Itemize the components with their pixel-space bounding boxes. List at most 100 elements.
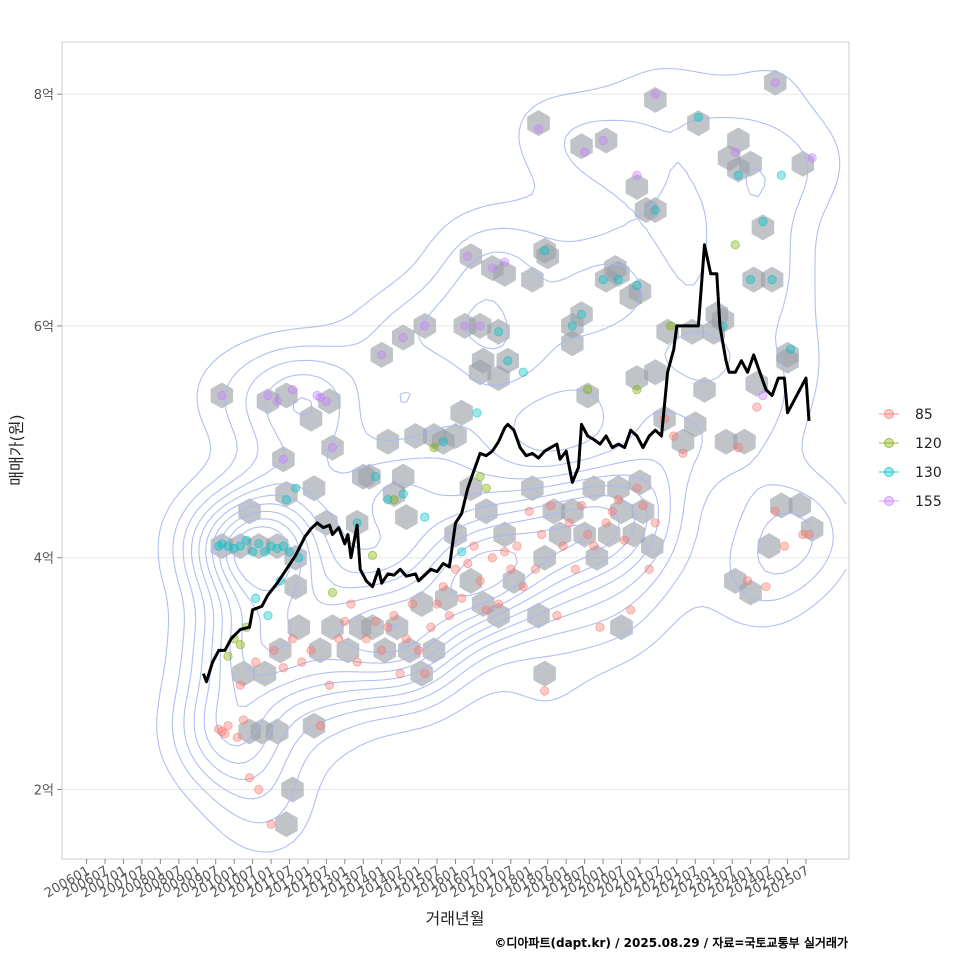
scatter-point-155 xyxy=(632,170,642,180)
scatter-point-85 xyxy=(407,599,418,609)
scatter-point-130 xyxy=(518,367,528,377)
scatter-point-130 xyxy=(733,170,743,180)
legend-key-point xyxy=(884,438,894,448)
scatter-point-85 xyxy=(324,680,335,690)
scatter-point-85 xyxy=(632,483,642,493)
scatter-point-85 xyxy=(613,495,624,505)
scatter-point-85 xyxy=(346,599,356,609)
scatter-point-85 xyxy=(752,402,762,412)
scatter-point-85 xyxy=(779,541,790,551)
scatter-point-130 xyxy=(291,483,301,493)
scatter-point-120 xyxy=(730,240,740,250)
density-contour xyxy=(198,397,660,764)
hexbin-cell xyxy=(287,614,310,641)
caption: ©디아파트(dapt.kr) / 2025.08.29 / 자료=국토교통부 실… xyxy=(494,935,848,950)
y-tick-label: 6억 xyxy=(34,320,54,335)
scatter-point-85 xyxy=(269,645,279,656)
density-contour xyxy=(156,67,847,853)
scatter-point-155 xyxy=(580,147,590,157)
scatter-point-85 xyxy=(481,605,491,615)
legend-label: 130 xyxy=(915,465,942,481)
scatter-point-85 xyxy=(742,576,753,586)
scatter-point-85 xyxy=(232,732,242,742)
hexbin-cell xyxy=(757,533,781,560)
scatter-point-130 xyxy=(650,205,660,215)
hexbin-cell xyxy=(570,133,593,160)
scatter-point-85 xyxy=(540,686,550,696)
scatter-point-85 xyxy=(414,645,424,656)
density-contour xyxy=(182,168,814,800)
hexbin-cell xyxy=(373,637,397,664)
scatter-point-85 xyxy=(238,715,248,725)
hexbin-cell xyxy=(210,533,234,560)
y-tick-label: 4억 xyxy=(34,552,54,567)
hexbin-cell xyxy=(487,318,510,345)
hexbin-cell xyxy=(742,266,765,293)
hexbin-cell xyxy=(622,521,646,548)
scatter-point-85 xyxy=(524,506,534,516)
scatter-point-85 xyxy=(475,576,485,586)
legend-label: 85 xyxy=(915,407,933,423)
scatter-point-85 xyxy=(650,518,660,528)
scatter-point-130 xyxy=(503,356,513,366)
scatter-point-85 xyxy=(223,721,233,731)
hexbin-cell xyxy=(610,498,633,525)
scatter-point-85 xyxy=(254,784,264,795)
scatter-point-155 xyxy=(758,390,768,401)
scatter-point-155 xyxy=(278,454,288,464)
scatter-point-85 xyxy=(678,448,688,458)
scatter-point-155 xyxy=(807,153,817,163)
hexbin-cell xyxy=(345,509,369,536)
hexbin-cell xyxy=(533,544,556,571)
scatter-point-130 xyxy=(567,321,577,331)
scatter-point-85 xyxy=(235,680,245,690)
scatter-point-120 xyxy=(666,321,676,331)
scatter-point-85 xyxy=(244,773,255,783)
scatter-point-85 xyxy=(377,645,387,656)
scatter-point-85 xyxy=(669,431,679,441)
x-axis-title: 거래년월 xyxy=(426,909,485,928)
scatter-point-85 xyxy=(287,634,298,644)
scatter-point-85 xyxy=(564,518,574,528)
scatter-point-85 xyxy=(361,634,371,644)
hexbin-cell xyxy=(493,521,516,548)
hexbin-cell xyxy=(302,475,326,502)
scatter-point-85 xyxy=(395,668,405,679)
scatter-point-85 xyxy=(576,500,587,511)
scatter-point-130 xyxy=(438,437,448,447)
scatter-point-155 xyxy=(321,396,331,406)
hexbin-cell xyxy=(619,284,642,310)
legend-label: 120 xyxy=(915,436,942,452)
scatter-point-155 xyxy=(598,135,608,146)
hexbin-cell xyxy=(561,498,584,525)
hexbin-cell xyxy=(385,614,409,641)
scatter-point-85 xyxy=(595,622,605,632)
hexbin-cell xyxy=(656,318,679,345)
scatter-point-130 xyxy=(632,280,642,290)
scatter-point-155 xyxy=(327,443,338,453)
scatter-point-85 xyxy=(383,622,393,632)
scatter-point-85 xyxy=(334,634,344,644)
hexbin-cell xyxy=(450,399,473,426)
hexbin-cell xyxy=(527,110,550,137)
hexbin-cell xyxy=(576,382,599,409)
scatter-point-130 xyxy=(235,541,245,551)
median-price-line-path xyxy=(201,243,811,684)
scatter-point-130 xyxy=(576,309,587,319)
hexbin-cell xyxy=(398,637,421,664)
hexbin-cell xyxy=(275,811,298,838)
scatter-point-85 xyxy=(619,535,630,545)
scatter-point-155 xyxy=(272,396,282,406)
hexbin-cell xyxy=(281,776,304,803)
legend-key-point xyxy=(884,409,894,419)
legend: 85 120 130 155 xyxy=(879,407,942,510)
density-contours xyxy=(156,67,847,853)
scatter-point-85 xyxy=(607,506,617,516)
scatter-point-85 xyxy=(500,547,510,557)
hexbin-cell xyxy=(625,173,649,200)
hexbin-cell xyxy=(392,324,415,351)
hexbin-cell xyxy=(487,365,510,392)
scatter-point-85 xyxy=(558,541,568,551)
scatter-point-85 xyxy=(536,529,547,540)
scatter-point-85 xyxy=(770,506,780,516)
